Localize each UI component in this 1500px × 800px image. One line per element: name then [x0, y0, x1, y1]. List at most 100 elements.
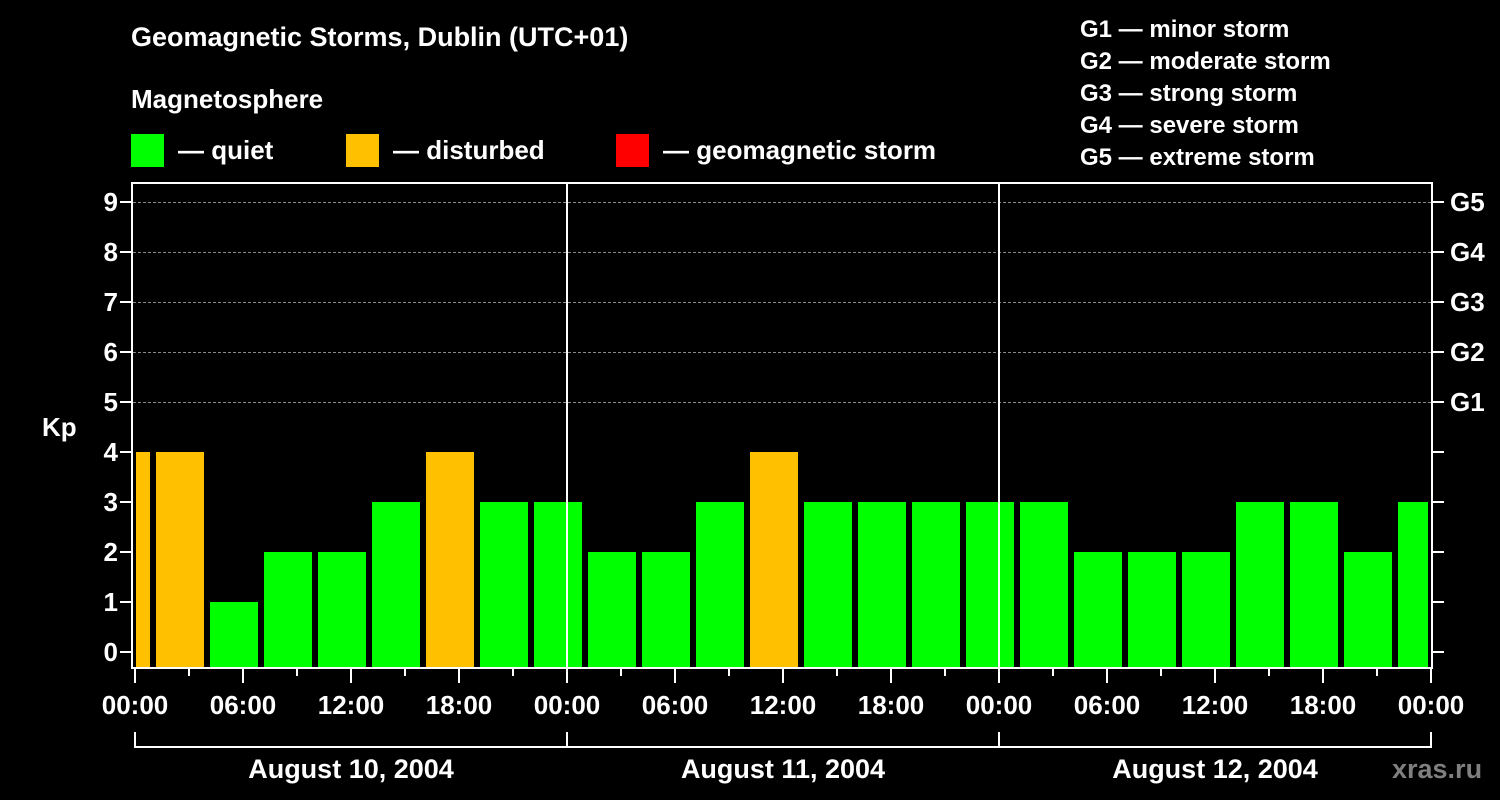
y-tick-label: 8 [103, 237, 118, 267]
kp-bar [318, 552, 366, 667]
y-tick-left [120, 601, 131, 603]
x-tick [674, 669, 676, 683]
x-tick [890, 669, 892, 683]
y-tick-right [1433, 551, 1444, 553]
y-tick-right [1433, 451, 1444, 453]
x-tick [1376, 669, 1378, 676]
y-tick-right [1433, 601, 1444, 603]
storm-scale-g4: G4 — severe storm [1080, 112, 1299, 139]
y-tick-label: 3 [103, 487, 118, 517]
x-tick [1106, 669, 1108, 683]
kp-bar [1344, 552, 1392, 667]
kp-bar [696, 502, 744, 667]
grid-line [133, 352, 1431, 353]
kp-bar [426, 452, 474, 667]
kp-bar [210, 602, 258, 667]
x-tick [1160, 669, 1162, 676]
kp-bar [1074, 552, 1122, 667]
x-tick [512, 669, 514, 676]
x-tick-label: 18:00 [1289, 690, 1357, 720]
day-separator-line [998, 182, 1000, 669]
x-tick [404, 669, 406, 676]
kp-bar [264, 552, 312, 667]
y-tick-label: 6 [103, 337, 118, 367]
g-scale-label: G1 [1450, 387, 1485, 417]
y-tick-label: 4 [103, 437, 118, 467]
day-separator-line [566, 182, 568, 669]
kp-bar [534, 502, 582, 667]
y-tick-label: 5 [103, 387, 118, 417]
x-tick [242, 669, 244, 683]
chart-subtitle: Magnetosphere [131, 84, 324, 114]
x-tick [944, 669, 946, 676]
kp-bar [1290, 502, 1338, 667]
x-tick-label: 06:00 [1073, 690, 1141, 720]
y-tick-label: 2 [103, 537, 118, 567]
date-bracket-tick [134, 732, 136, 748]
kp-bar [858, 502, 906, 667]
kp-bar [480, 502, 528, 667]
legend-swatch-disturbed [346, 134, 379, 167]
legend-label-quiet: — quiet [178, 135, 274, 165]
y-tick-label: 7 [103, 287, 118, 317]
y-tick-right [1433, 301, 1444, 303]
storm-scale-g5: G5 — extreme storm [1080, 144, 1315, 171]
date-bracket-tick [566, 732, 568, 748]
y-tick-left [120, 401, 131, 403]
y-tick-right [1433, 251, 1444, 253]
x-tick-label: 06:00 [641, 690, 709, 720]
grid-line [133, 402, 1431, 403]
y-tick-left [120, 451, 131, 453]
g-scale-label: G3 [1450, 287, 1485, 317]
x-tick-label: 00:00 [1397, 690, 1465, 720]
y-tick-right [1433, 501, 1444, 503]
y-tick-label: 1 [103, 587, 118, 617]
kp-bar [966, 502, 1014, 667]
date-bracket-tick [1430, 732, 1432, 748]
grid-line [133, 202, 1431, 203]
y-tick-right [1433, 201, 1444, 203]
date-label: August 10, 2004 [248, 754, 454, 784]
x-tick [1214, 669, 1216, 683]
kp-bar [912, 502, 960, 667]
legend-swatch-storm [616, 134, 649, 167]
kp-bar [1020, 502, 1068, 667]
x-tick [296, 669, 298, 676]
x-tick-label: 00:00 [965, 690, 1033, 720]
kp-bar [750, 452, 798, 667]
x-tick-label: 12:00 [317, 690, 385, 720]
y-tick-right [1433, 651, 1444, 653]
y-tick-right [1433, 351, 1444, 353]
legend-label-storm: — geomagnetic storm [663, 135, 937, 165]
kp-bar [1398, 502, 1428, 667]
y-tick-left [120, 351, 131, 353]
storm-scale-g2: G2 — moderate storm [1080, 48, 1331, 75]
x-tick-label: 12:00 [1181, 690, 1249, 720]
x-tick [1430, 669, 1432, 683]
legend-storm: — geomagnetic storm [616, 134, 936, 167]
x-tick [1268, 669, 1270, 676]
kp-bar [588, 552, 636, 667]
legend-disturbed: — disturbed [346, 134, 545, 167]
x-tick [782, 669, 784, 683]
x-tick-label: 00:00 [533, 690, 601, 720]
x-tick [566, 669, 568, 683]
plot-frame [131, 182, 1433, 669]
y-tick-left [120, 301, 131, 303]
kp-bar [136, 452, 150, 667]
storm-scale-g1: G1 — minor storm [1080, 16, 1290, 43]
kp-bar [1128, 552, 1176, 667]
grid-line [133, 302, 1431, 303]
date-bracket-tick [998, 732, 1000, 748]
y-tick-label: 0 [103, 637, 118, 667]
y-tick-label: 9 [103, 187, 118, 217]
legend-swatch-quiet [131, 134, 164, 167]
x-tick [350, 669, 352, 683]
x-tick [836, 669, 838, 676]
date-label: August 11, 2004 [680, 754, 886, 784]
kp-bar [372, 502, 420, 667]
x-tick [998, 669, 1000, 683]
chart-title: Geomagnetic Storms, Dublin (UTC+01) [131, 22, 629, 52]
g-scale-label: G4 [1450, 237, 1485, 267]
x-tick [728, 669, 730, 676]
